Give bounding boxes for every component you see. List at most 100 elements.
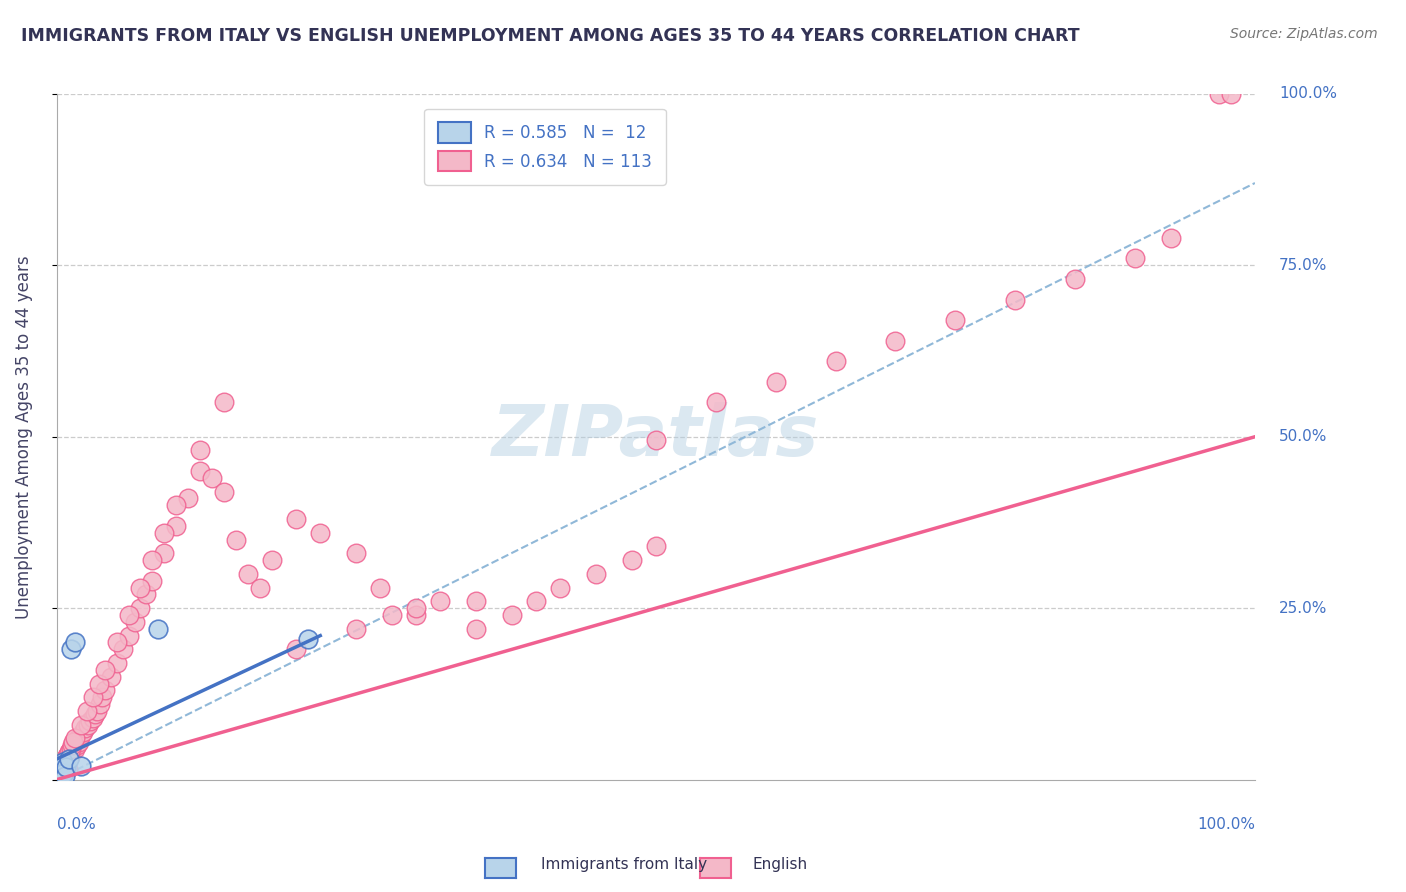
Point	[51, 759, 73, 773]
Point	[55, 753, 77, 767]
Point	[644, 540, 666, 554]
Point	[51, 756, 73, 770]
Point	[52, 760, 75, 774]
Point	[46, 769, 69, 783]
Point	[52, 756, 75, 770]
Point	[190, 443, 212, 458]
Point	[429, 594, 451, 608]
Point	[48, 762, 70, 776]
Point	[884, 334, 907, 348]
Point	[644, 433, 666, 447]
Point	[62, 739, 84, 753]
Point	[52, 756, 75, 770]
Point	[58, 745, 80, 759]
Text: 50.0%: 50.0%	[1279, 429, 1327, 444]
Text: Source: ZipAtlas.com: Source: ZipAtlas.com	[1230, 27, 1378, 41]
Point	[49, 759, 72, 773]
Point	[55, 760, 77, 774]
Point	[52, 765, 75, 780]
Point	[52, 759, 75, 773]
Point	[214, 395, 236, 409]
Point	[141, 553, 163, 567]
Point	[69, 718, 91, 732]
Point	[249, 581, 271, 595]
Text: 100.0%: 100.0%	[1197, 817, 1256, 832]
Point	[214, 484, 236, 499]
Point	[177, 491, 200, 506]
Point	[65, 735, 87, 749]
Point	[1004, 293, 1026, 307]
Legend: R = 0.585   N =  12, R = 0.634   N = 113: R = 0.585 N = 12, R = 0.634 N = 113	[425, 109, 665, 185]
Point	[63, 731, 86, 746]
Point	[153, 525, 176, 540]
Point	[48, 765, 70, 780]
Point	[124, 615, 146, 629]
Point	[53, 752, 76, 766]
Point	[620, 553, 643, 567]
Point	[51, 762, 73, 776]
Point	[165, 519, 187, 533]
Point	[1220, 87, 1243, 101]
Point	[49, 762, 72, 776]
Point	[79, 714, 101, 729]
Point	[344, 546, 367, 560]
Point	[765, 375, 787, 389]
Point	[48, 767, 70, 781]
Point	[93, 663, 115, 677]
Text: English: English	[752, 857, 807, 872]
Point	[51, 762, 73, 776]
Point	[75, 721, 97, 735]
Point	[201, 471, 224, 485]
Point	[368, 581, 391, 595]
Point	[153, 546, 176, 560]
Text: 25.0%: 25.0%	[1279, 600, 1327, 615]
Point	[501, 608, 523, 623]
Point	[1064, 272, 1087, 286]
Point	[69, 759, 91, 773]
Text: 75.0%: 75.0%	[1279, 258, 1327, 273]
Point	[381, 608, 404, 623]
Point	[225, 533, 247, 547]
Point	[465, 622, 488, 636]
Text: 0.0%: 0.0%	[56, 817, 96, 832]
Point	[105, 656, 128, 670]
Point	[58, 752, 80, 766]
Point	[1160, 231, 1182, 245]
Point	[76, 704, 98, 718]
Y-axis label: Unemployment Among Ages 35 to 44 years: Unemployment Among Ages 35 to 44 years	[15, 255, 32, 618]
Point	[59, 741, 82, 756]
Point	[59, 741, 82, 756]
Point	[63, 741, 86, 756]
Point	[84, 707, 107, 722]
Point	[52, 756, 75, 770]
Point	[344, 622, 367, 636]
Point	[111, 642, 134, 657]
Point	[297, 632, 319, 646]
Point	[59, 748, 82, 763]
Point	[141, 574, 163, 588]
Point	[285, 512, 308, 526]
Point	[129, 581, 152, 595]
Point	[53, 760, 76, 774]
Point	[49, 764, 72, 779]
Point	[56, 748, 79, 763]
Point	[60, 739, 83, 753]
Point	[129, 601, 152, 615]
Point	[262, 553, 284, 567]
Point	[91, 690, 114, 705]
Point	[704, 395, 727, 409]
Point	[76, 718, 98, 732]
Point	[52, 765, 75, 780]
Point	[405, 601, 427, 615]
Point	[67, 735, 90, 749]
Point	[55, 757, 77, 772]
Text: Immigrants from Italy: Immigrants from Italy	[541, 857, 707, 872]
Point	[548, 581, 571, 595]
Point	[165, 499, 187, 513]
Point	[69, 728, 91, 742]
Point	[285, 642, 308, 657]
Point	[465, 594, 488, 608]
Point	[55, 756, 77, 770]
Point	[824, 354, 846, 368]
Text: ZIPatlas: ZIPatlas	[492, 402, 820, 471]
